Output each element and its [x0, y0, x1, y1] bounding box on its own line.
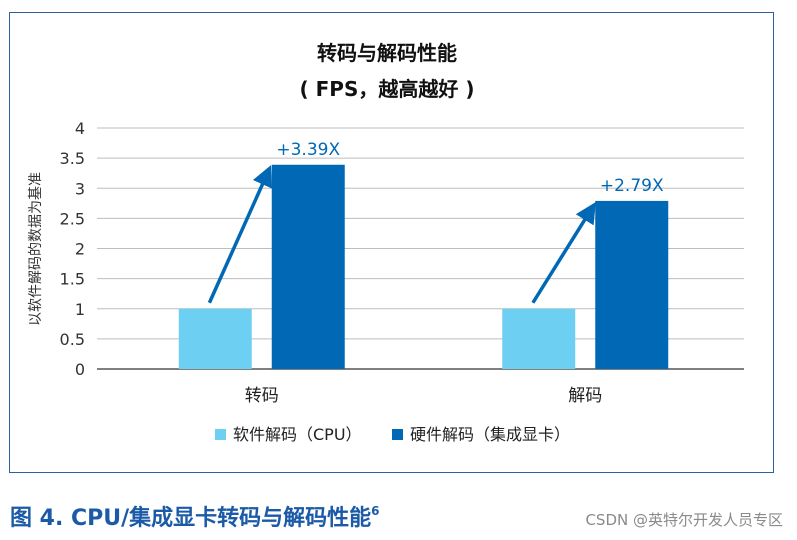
- y-tick-label: 3: [75, 179, 85, 198]
- figure-caption-text: 图 4. CPU/集成显卡转码与解码性能: [10, 506, 372, 531]
- y-tick-label: 2: [75, 240, 85, 259]
- data-label: +2.79X: [600, 176, 664, 196]
- data-label: +3.39X: [276, 140, 340, 160]
- bar-hardware: [271, 164, 345, 369]
- chart-title: 转码与解码性能: [317, 41, 457, 65]
- growth-arrow: [531, 201, 596, 304]
- y-tick-label: 0: [75, 360, 85, 379]
- y-tick-label: 1.5: [60, 270, 85, 289]
- y-tick-label: 2.5: [60, 209, 85, 228]
- figure-caption-footnote: 6: [371, 503, 380, 518]
- chart-subtitle: ( FPS，越高越好 ): [300, 77, 475, 101]
- legend-label-software: 软件解码（CPU）: [233, 425, 362, 444]
- y-axis-label: 以软件解码的数据为基准: [27, 172, 44, 326]
- legend-swatch-hardware: [392, 429, 403, 440]
- y-tick-label: 1: [75, 300, 85, 319]
- y-tick-label: 0.5: [60, 330, 85, 349]
- bar-software: [178, 308, 252, 369]
- y-tick-label: 4: [75, 119, 85, 138]
- x-tick-label: 解码: [568, 386, 602, 406]
- growth-arrow: [207, 165, 273, 304]
- bar-hardware: [595, 200, 669, 369]
- x-tick-label: 转码: [245, 386, 279, 406]
- watermark: CSDN @英特尔开发人员专区: [585, 511, 783, 529]
- y-tick-label: 3.5: [60, 149, 85, 168]
- legend-label-hardware: 硬件解码（集成显卡）: [410, 425, 570, 444]
- legend-swatch-software: [215, 429, 226, 440]
- bar-software: [502, 308, 576, 369]
- figure-caption: 图 4. CPU/集成显卡转码与解码性能6: [10, 500, 380, 532]
